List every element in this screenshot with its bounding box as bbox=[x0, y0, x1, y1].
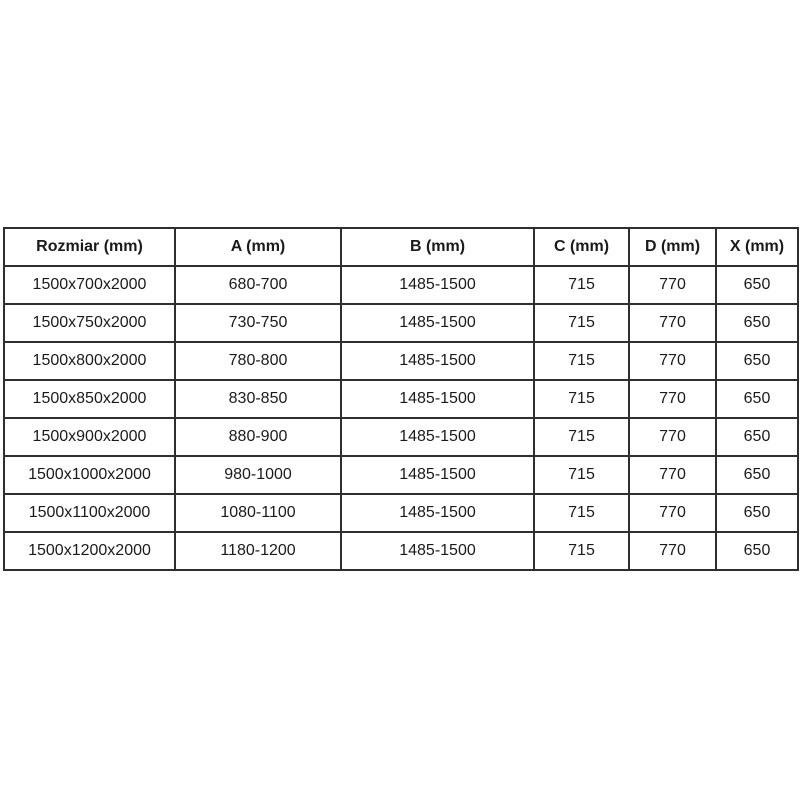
table-cell: 715 bbox=[533, 265, 630, 305]
table-cell: 1500x700x2000 bbox=[3, 265, 176, 305]
table-row: 1500x1100x2000 1080-1100 1485-1500 715 7… bbox=[3, 493, 799, 533]
table-cell: 650 bbox=[715, 341, 799, 381]
table-row: 1500x1000x2000 980-1000 1485-1500 715 77… bbox=[3, 455, 799, 495]
table-cell: 1500x750x2000 bbox=[3, 303, 176, 343]
table-header-row: Rozmiar (mm) A (mm) B (mm) C (mm) D (mm)… bbox=[3, 227, 799, 267]
table-cell: 1500x1200x2000 bbox=[3, 531, 176, 571]
table-cell: 730-750 bbox=[174, 303, 342, 343]
table-cell: 715 bbox=[533, 341, 630, 381]
table-cell: 1485-1500 bbox=[340, 341, 535, 381]
table-cell: 650 bbox=[715, 417, 799, 457]
table-cell: 650 bbox=[715, 303, 799, 343]
table-cell: 770 bbox=[628, 341, 717, 381]
col-header-rozmiar: Rozmiar (mm) bbox=[3, 227, 176, 267]
table-cell: 650 bbox=[715, 455, 799, 495]
table-row: 1500x850x2000 830-850 1485-1500 715 770 … bbox=[3, 379, 799, 419]
table-cell: 1485-1500 bbox=[340, 531, 535, 571]
size-spec-table: Rozmiar (mm) A (mm) B (mm) C (mm) D (mm)… bbox=[3, 227, 799, 571]
table-cell: 715 bbox=[533, 417, 630, 457]
table-cell: 830-850 bbox=[174, 379, 342, 419]
table-cell: 770 bbox=[628, 455, 717, 495]
table-cell: 880-900 bbox=[174, 417, 342, 457]
table-cell: 1500x850x2000 bbox=[3, 379, 176, 419]
table-cell: 650 bbox=[715, 379, 799, 419]
table-cell: 650 bbox=[715, 265, 799, 305]
table-cell: 1485-1500 bbox=[340, 379, 535, 419]
table-cell: 770 bbox=[628, 265, 717, 305]
col-header-x: X (mm) bbox=[715, 227, 799, 267]
table-row: 1500x700x2000 680-700 1485-1500 715 770 … bbox=[3, 265, 799, 305]
col-header-b: B (mm) bbox=[340, 227, 535, 267]
table-cell: 650 bbox=[715, 493, 799, 533]
table-cell: 715 bbox=[533, 379, 630, 419]
col-header-c: C (mm) bbox=[533, 227, 630, 267]
table-cell: 1500x800x2000 bbox=[3, 341, 176, 381]
table-cell: 770 bbox=[628, 379, 717, 419]
table-cell: 715 bbox=[533, 303, 630, 343]
table-cell: 1485-1500 bbox=[340, 493, 535, 533]
col-header-d: D (mm) bbox=[628, 227, 717, 267]
table-cell: 1485-1500 bbox=[340, 265, 535, 305]
table-cell: 1485-1500 bbox=[340, 417, 535, 457]
table-cell: 680-700 bbox=[174, 265, 342, 305]
table-cell: 1500x1100x2000 bbox=[3, 493, 176, 533]
table-cell: 980-1000 bbox=[174, 455, 342, 495]
table-cell: 1485-1500 bbox=[340, 455, 535, 495]
table-row: 1500x900x2000 880-900 1485-1500 715 770 … bbox=[3, 417, 799, 457]
table-cell: 715 bbox=[533, 455, 630, 495]
table-cell: 1180-1200 bbox=[174, 531, 342, 571]
table-cell: 770 bbox=[628, 531, 717, 571]
table-row: 1500x750x2000 730-750 1485-1500 715 770 … bbox=[3, 303, 799, 343]
table-cell: 1500x900x2000 bbox=[3, 417, 176, 457]
table-row: 1500x1200x2000 1180-1200 1485-1500 715 7… bbox=[3, 531, 799, 571]
table-cell: 770 bbox=[628, 303, 717, 343]
table-cell: 650 bbox=[715, 531, 799, 571]
table-cell: 780-800 bbox=[174, 341, 342, 381]
table-row: 1500x800x2000 780-800 1485-1500 715 770 … bbox=[3, 341, 799, 381]
table-cell: 770 bbox=[628, 493, 717, 533]
table-cell: 1080-1100 bbox=[174, 493, 342, 533]
table-cell: 1485-1500 bbox=[340, 303, 535, 343]
table-cell: 1500x1000x2000 bbox=[3, 455, 176, 495]
table-cell: 715 bbox=[533, 531, 630, 571]
col-header-a: A (mm) bbox=[174, 227, 342, 267]
table-cell: 770 bbox=[628, 417, 717, 457]
table-cell: 715 bbox=[533, 493, 630, 533]
